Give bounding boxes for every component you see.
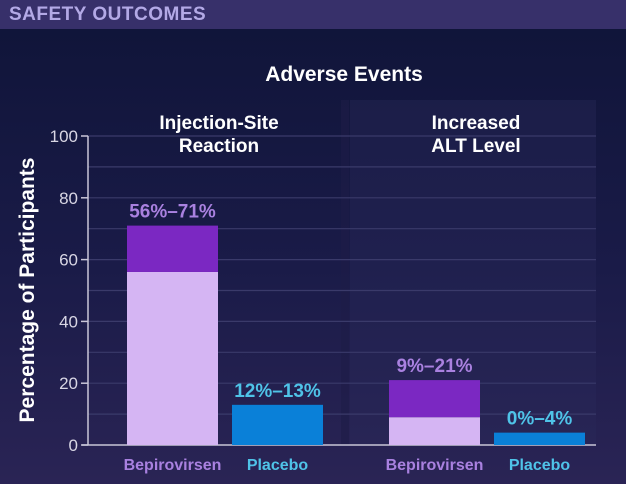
x-category-label: Bepirovirsen xyxy=(124,457,222,474)
bar-placebo xyxy=(232,404,323,445)
y-tick-label: 20 xyxy=(59,374,78,393)
bar-bepirovirsen-low xyxy=(127,271,218,445)
y-axis-label: Percentage of Participants xyxy=(16,158,39,423)
bar-placebo xyxy=(494,432,585,445)
y-tick-label: 80 xyxy=(59,189,78,208)
bar-bepirovirsen-range xyxy=(389,380,480,418)
section-title: SAFETY OUTCOMES xyxy=(9,4,207,25)
data-label: 56%–71% xyxy=(129,202,216,223)
y-tick-label: 0 xyxy=(69,436,78,455)
group-title: Reaction xyxy=(179,136,259,157)
x-category-label: Placebo xyxy=(247,457,309,474)
chart-title: Adverse Events xyxy=(265,63,423,86)
bar-bepirovirsen-low xyxy=(389,417,480,445)
bar-bepirovirsen-range xyxy=(127,225,218,272)
x-category-label: Placebo xyxy=(509,457,571,474)
data-label: 9%–21% xyxy=(396,356,472,377)
group-title: ALT Level xyxy=(431,136,520,157)
group-title: Injection-Site xyxy=(159,113,278,134)
data-label: 12%–13% xyxy=(234,381,321,402)
data-label: 0%–4% xyxy=(507,409,573,430)
x-category-label: Bepirovirsen xyxy=(386,457,484,474)
header-bar: SAFETY OUTCOMES xyxy=(0,0,626,29)
y-tick-label: 100 xyxy=(50,127,78,146)
y-tick-label: 40 xyxy=(59,312,78,331)
group-divider xyxy=(341,100,349,445)
y-tick-label: 60 xyxy=(59,251,78,270)
group-title: Increased xyxy=(432,113,521,134)
